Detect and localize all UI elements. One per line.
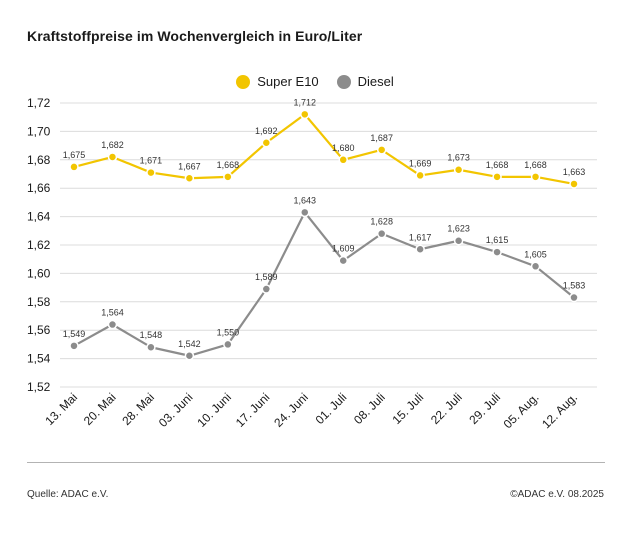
x-tick-label: 08. Juli bbox=[351, 390, 388, 427]
y-tick-label: 1,72 bbox=[27, 96, 51, 110]
data-point-diesel bbox=[107, 319, 118, 330]
legend-swatch-diesel bbox=[336, 74, 351, 89]
data-point-super-e10 bbox=[146, 167, 156, 178]
data-label-super-e10: 1,682 bbox=[101, 140, 124, 150]
data-label-super-e10: 1,667 bbox=[178, 161, 201, 171]
data-point-super-e10 bbox=[569, 179, 579, 189]
data-point-super-e10 bbox=[338, 155, 348, 165]
source-note: Quelle: ADAC e.V. bbox=[27, 489, 109, 500]
x-tick-label: 13. Mai bbox=[42, 390, 80, 428]
data-point-super-e10 bbox=[261, 138, 272, 148]
data-label-diesel: 1,542 bbox=[178, 339, 201, 349]
data-label-diesel: 1,623 bbox=[447, 224, 470, 234]
y-tick-label: 1,52 bbox=[27, 380, 51, 394]
data-point-super-e10 bbox=[300, 109, 310, 120]
data-label-super-e10: 1,668 bbox=[524, 160, 547, 170]
data-label-super-e10: 1,669 bbox=[409, 158, 432, 168]
data-label-diesel: 1,589 bbox=[255, 272, 278, 282]
data-point-super-e10 bbox=[530, 172, 541, 182]
data-point-super-e10 bbox=[69, 162, 79, 172]
data-label-super-e10: 1,671 bbox=[140, 156, 163, 166]
copyright-note: ©ADAC e.V. 08.2025 bbox=[510, 489, 604, 500]
data-point-super-e10 bbox=[184, 173, 195, 184]
data-point-super-e10 bbox=[223, 172, 233, 182]
chart-title: Kraftstoffpreise im Wochenvergleich in E… bbox=[27, 28, 363, 44]
data-point-diesel bbox=[569, 292, 579, 303]
y-tick-label: 1,60 bbox=[27, 266, 51, 280]
data-label-diesel: 1,549 bbox=[63, 329, 86, 339]
x-tick-label: 28. Mai bbox=[119, 390, 157, 428]
data-point-diesel bbox=[530, 261, 541, 272]
legend-item-super-e10: Super E10 bbox=[236, 74, 319, 89]
data-point-diesel bbox=[261, 284, 272, 294]
data-point-diesel bbox=[146, 342, 156, 352]
series-line-diesel bbox=[73, 211, 575, 357]
data-point-diesel bbox=[415, 244, 425, 255]
data-label-super-e10: 1,663 bbox=[563, 167, 586, 177]
data-label-super-e10: 1,673 bbox=[447, 153, 470, 163]
data-point-super-e10 bbox=[107, 152, 118, 162]
data-point-super-e10 bbox=[492, 172, 502, 182]
data-label-super-e10: 1,712 bbox=[294, 97, 317, 107]
legend-swatch-super-e10 bbox=[236, 74, 251, 89]
data-label-super-e10: 1,668 bbox=[486, 160, 509, 170]
data-label-diesel: 1,564 bbox=[101, 308, 124, 318]
x-tick-label: 10. Juni bbox=[194, 390, 234, 430]
data-label-diesel: 1,615 bbox=[486, 235, 509, 245]
footer-divider bbox=[27, 462, 605, 463]
data-label-diesel: 1,548 bbox=[140, 330, 163, 340]
data-label-diesel: 1,583 bbox=[563, 281, 586, 291]
data-label-super-e10: 1,668 bbox=[217, 160, 240, 170]
data-point-diesel bbox=[453, 235, 464, 246]
y-tick-label: 1,62 bbox=[27, 238, 51, 252]
data-label-diesel: 1,550 bbox=[217, 327, 240, 337]
data-point-diesel bbox=[223, 339, 233, 350]
x-tick-label: 15. Juli bbox=[389, 390, 426, 427]
data-label-super-e10: 1,687 bbox=[370, 133, 393, 143]
data-point-diesel bbox=[492, 247, 502, 257]
data-label-diesel: 1,643 bbox=[294, 195, 317, 205]
y-tick-label: 1,70 bbox=[27, 124, 51, 138]
series-line-super-e10 bbox=[73, 113, 575, 186]
x-tick-label: 17. Juni bbox=[233, 390, 273, 430]
y-tick-label: 1,64 bbox=[27, 210, 51, 224]
data-label-super-e10: 1,675 bbox=[63, 150, 86, 160]
y-tick-label: 1,58 bbox=[27, 295, 51, 309]
data-point-super-e10 bbox=[376, 145, 387, 155]
x-tick-label: 20. Mai bbox=[81, 390, 119, 428]
data-label-super-e10: 1,692 bbox=[255, 126, 278, 136]
x-tick-label: 03. Juni bbox=[156, 390, 196, 430]
legend: Super E10 Diesel bbox=[0, 74, 630, 89]
x-tick-label: 01. Juli bbox=[313, 390, 350, 427]
data-label-diesel: 1,605 bbox=[524, 249, 547, 259]
data-label-diesel: 1,609 bbox=[332, 244, 355, 254]
x-tick-label: 22. Juli bbox=[428, 390, 465, 427]
data-point-diesel bbox=[338, 255, 348, 266]
x-tick-label: 12. Aug. bbox=[539, 390, 580, 431]
x-tick-label: 29. Juli bbox=[466, 390, 503, 427]
y-tick-label: 1,66 bbox=[27, 181, 51, 195]
legend-label-super-e10: Super E10 bbox=[257, 74, 319, 89]
data-point-diesel bbox=[300, 207, 310, 218]
data-label-diesel: 1,628 bbox=[370, 217, 393, 227]
legend-item-diesel: Diesel bbox=[336, 74, 394, 89]
data-label-super-e10: 1,680 bbox=[332, 143, 355, 153]
y-tick-label: 1,68 bbox=[27, 153, 51, 167]
data-point-diesel bbox=[69, 341, 79, 351]
data-point-super-e10 bbox=[415, 170, 425, 181]
data-point-diesel bbox=[184, 351, 195, 361]
y-tick-label: 1,56 bbox=[27, 323, 51, 337]
data-point-super-e10 bbox=[453, 164, 464, 175]
y-tick-label: 1,54 bbox=[27, 352, 51, 366]
x-tick-label: 05. Aug. bbox=[501, 390, 542, 431]
data-label-diesel: 1,617 bbox=[409, 232, 432, 242]
legend-label-diesel: Diesel bbox=[357, 74, 394, 89]
x-tick-label: 24. Juni bbox=[271, 390, 311, 430]
data-point-diesel bbox=[376, 228, 387, 239]
